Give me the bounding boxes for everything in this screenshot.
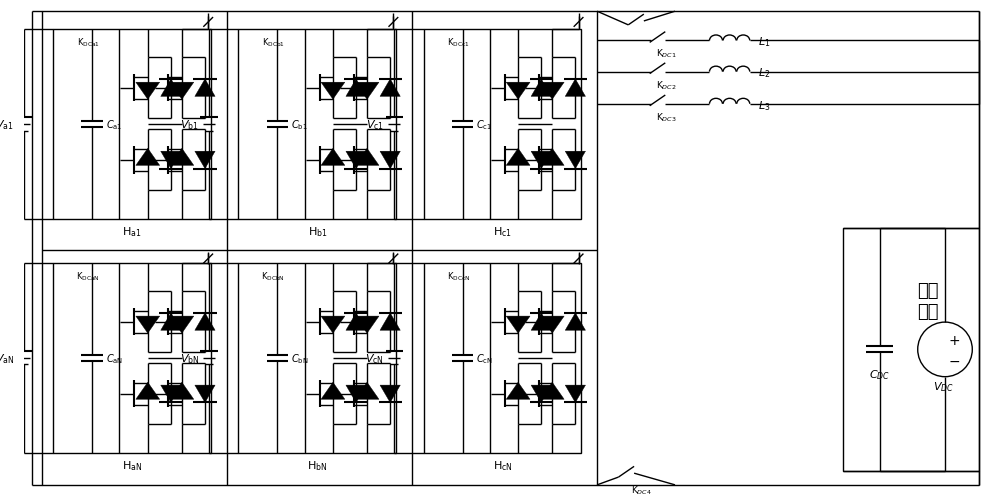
Text: K$_{\rm DCa1}$: K$_{\rm DCa1}$ [77,36,99,49]
Polygon shape [195,80,215,97]
Polygon shape [136,83,160,100]
Text: H$_{\mathrm{a1}}$: H$_{\mathrm{a1}}$ [122,225,142,239]
Text: $C_{\mathrm{aN}}$: $C_{\mathrm{aN}}$ [106,351,123,365]
Polygon shape [506,382,530,399]
Polygon shape [540,149,564,166]
Bar [53,263,211,453]
Polygon shape [321,83,345,100]
Text: K$_{\rm DCb1}$: K$_{\rm DCb1}$ [262,36,285,49]
Text: $V_{\mathrm{b1}}$: $V_{\mathrm{b1}}$ [180,118,199,131]
Text: $L_2$: $L_2$ [758,67,770,80]
Text: $C_{\mathrm{cN}}$: $C_{\mathrm{cN}}$ [476,351,493,365]
Text: $C_{\mathrm{b1}}$: $C_{\mathrm{b1}}$ [291,118,308,131]
Text: K$_{\rm DCcN}$: K$_{\rm DCcN}$ [447,270,470,282]
Bar [42,12,597,485]
Polygon shape [540,83,564,100]
Polygon shape [355,83,379,100]
Text: K$_{DC2}$: K$_{DC2}$ [656,79,676,91]
Bar [424,263,581,453]
Polygon shape [565,80,585,97]
Polygon shape [531,152,551,169]
Polygon shape [565,385,585,403]
Text: $C_{\mathrm{c1}}$: $C_{\mathrm{c1}}$ [476,118,492,131]
Polygon shape [380,152,400,169]
Polygon shape [380,80,400,97]
Text: H$_{\mathrm{aN}}$: H$_{\mathrm{aN}}$ [122,458,142,472]
Text: $V_{\mathrm{c1}}$: $V_{\mathrm{c1}}$ [366,118,384,131]
Polygon shape [531,385,551,403]
Polygon shape [136,382,160,399]
Polygon shape [346,80,366,97]
Polygon shape [321,149,345,166]
Text: $C_{DC}$: $C_{DC}$ [869,367,890,381]
Polygon shape [161,152,181,169]
Bar [238,30,396,219]
Text: H$_{\mathrm{bN}}$: H$_{\mathrm{bN}}$ [307,458,328,472]
Bar [424,30,581,219]
Polygon shape [355,382,379,399]
Polygon shape [170,149,194,166]
Text: H$_{\mathrm{b1}}$: H$_{\mathrm{b1}}$ [308,225,327,239]
Text: $L_1$: $L_1$ [758,36,770,49]
Polygon shape [195,152,215,169]
Text: H$_{\mathrm{cN}}$: H$_{\mathrm{cN}}$ [493,458,512,472]
Polygon shape [380,313,400,331]
Bar [53,30,211,219]
Text: $V_{\mathrm{a1}}$: $V_{\mathrm{a1}}$ [0,118,14,131]
Text: 直流
电网: 直流 电网 [917,282,938,321]
Polygon shape [321,382,345,399]
Polygon shape [565,152,585,169]
Polygon shape [540,382,564,399]
Polygon shape [506,83,530,100]
Polygon shape [195,385,215,403]
Text: +: + [949,333,961,347]
Polygon shape [540,317,564,334]
Text: $C_{\mathrm{a1}}$: $C_{\mathrm{a1}}$ [106,118,122,131]
Polygon shape [161,385,181,403]
Text: K$_{DC3}$: K$_{DC3}$ [656,111,676,123]
Polygon shape [195,313,215,331]
Polygon shape [170,83,194,100]
Text: $V_{\mathrm{aN}}$: $V_{\mathrm{aN}}$ [0,351,14,365]
Polygon shape [161,313,181,331]
Polygon shape [321,317,345,334]
Text: $V_{\mathrm{bN}}$: $V_{\mathrm{bN}}$ [180,351,199,365]
Polygon shape [346,152,366,169]
Polygon shape [506,149,530,166]
Polygon shape [380,385,400,403]
Polygon shape [565,313,585,331]
Polygon shape [170,317,194,334]
Text: K$_{DC1}$: K$_{DC1}$ [656,48,676,60]
Text: $V_{DC}$: $V_{DC}$ [933,380,954,394]
Text: −: − [949,354,961,368]
Polygon shape [136,317,160,334]
Bar [843,228,979,471]
Text: $L_3$: $L_3$ [758,99,770,112]
Text: K$_{DC4}$: K$_{DC4}$ [631,483,652,496]
Polygon shape [506,317,530,334]
Polygon shape [346,385,366,403]
Text: $V_{\mathrm{cN}}$: $V_{\mathrm{cN}}$ [365,351,384,365]
Bar [238,263,396,453]
Text: K$_{\rm DCaN}$: K$_{\rm DCaN}$ [76,270,100,282]
Polygon shape [355,149,379,166]
Text: H$_{\mathrm{c1}}$: H$_{\mathrm{c1}}$ [493,225,512,239]
Polygon shape [531,80,551,97]
Text: K$_{\rm DCbN}$: K$_{\rm DCbN}$ [261,270,285,282]
Text: K$_{\rm DCc1}$: K$_{\rm DCc1}$ [447,36,470,49]
Polygon shape [170,382,194,399]
Polygon shape [161,80,181,97]
Polygon shape [346,313,366,331]
Polygon shape [531,313,551,331]
Text: $C_{\mathrm{bN}}$: $C_{\mathrm{bN}}$ [291,351,309,365]
Polygon shape [355,317,379,334]
Polygon shape [136,149,160,166]
